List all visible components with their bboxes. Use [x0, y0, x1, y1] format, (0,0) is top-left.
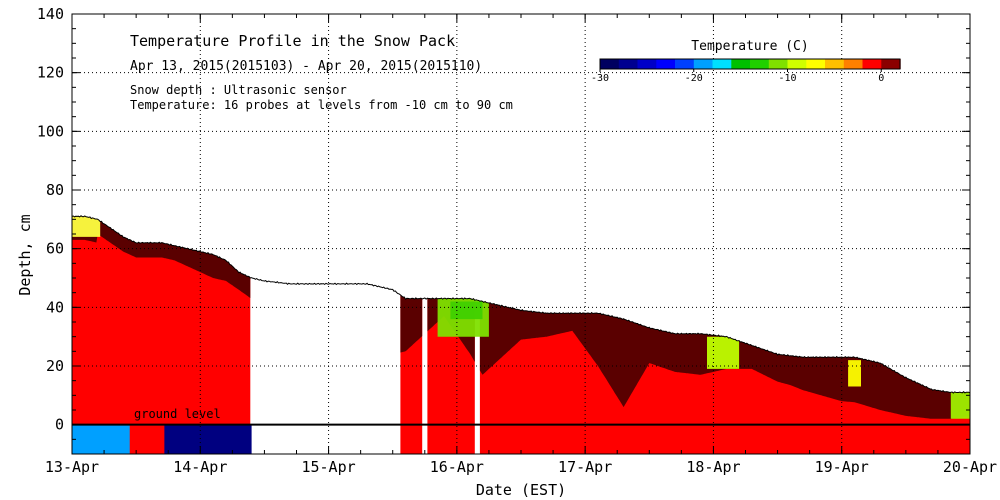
legend-swatch-0 — [600, 59, 620, 69]
legend-swatch-10 — [787, 59, 807, 69]
legend-swatch-7 — [731, 59, 751, 69]
y-tick-label-60: 60 — [46, 240, 64, 258]
x-tick-label-14-Apr: 14-Apr — [173, 458, 227, 476]
legend-swatch-14 — [862, 59, 882, 69]
legend-tick-label-0: -30 — [591, 73, 609, 84]
x-tick-label-13-Apr: 13-Apr — [45, 458, 99, 476]
chart-title: Temperature Profile in the Snow Pack — [130, 32, 455, 50]
legend-swatch-6 — [712, 59, 732, 69]
annotation-snow-depth: Snow depth : Ultrasonic sensor — [130, 83, 347, 97]
x-tick-label-18-Apr: 18-Apr — [686, 458, 740, 476]
heatmap-layers — [72, 216, 970, 454]
legend-colorbar — [599, 58, 901, 70]
cold-patch-4 — [848, 360, 861, 387]
ground-cold-patch-0 — [72, 424, 130, 454]
y-tick-label-140: 140 — [37, 5, 64, 23]
y-axis: 0 20 40 60 80 100 120 140 — [37, 5, 970, 455]
legend-swatch-11 — [806, 59, 826, 69]
snow-depth-line — [71, 215, 971, 394]
very-warm-layer-1 — [400, 295, 423, 353]
y-tick-label-40: 40 — [46, 298, 64, 316]
cold-patch-2 — [450, 301, 483, 320]
legend-swatch-2 — [637, 59, 657, 69]
x-tick-label-20-Apr: 20-Apr — [943, 458, 997, 476]
x-tick-label-16-Apr: 16-Apr — [430, 458, 484, 476]
legend-swatch-15 — [881, 59, 901, 69]
x-tick-label-17-Apr: 17-Apr — [558, 458, 612, 476]
x-axis-label: Date (EST) — [476, 481, 566, 499]
cold-patch-0 — [72, 216, 101, 237]
very-warm-layer-0 — [72, 216, 251, 298]
cold-patch-3 — [707, 336, 740, 369]
y-tick-label-80: 80 — [46, 181, 64, 199]
legend-tick-label-3: 0 — [878, 73, 884, 84]
y-tick-label-20: 20 — [46, 357, 64, 375]
legend-tick-label-1: -20 — [685, 73, 703, 84]
legend-tick-label-2: -10 — [778, 73, 796, 84]
warm-region-0 — [72, 216, 251, 454]
ground-cold-patch-1 — [164, 424, 252, 454]
legend-swatch-8 — [750, 59, 770, 69]
y-tick-label-120: 120 — [37, 64, 64, 82]
color-legend: Temperature (C) -30 -20 -10 0 — [591, 39, 901, 84]
legend-swatch-1 — [618, 59, 639, 69]
x-tick-label-15-Apr: 15-Apr — [301, 458, 355, 476]
y-tick-label-100: 100 — [37, 122, 64, 140]
cold-patch-5 — [950, 392, 970, 419]
grid-lines — [72, 14, 970, 454]
y-tick-label-0: 0 — [55, 416, 64, 434]
x-tick-label-19-Apr: 19-Apr — [815, 458, 869, 476]
y-axis-label: Depth, cm — [16, 214, 34, 295]
ground-level-label: ground level — [134, 407, 221, 421]
legend-swatch-12 — [825, 59, 845, 69]
annotation-probes: Temperature: 16 probes at levels from -1… — [130, 98, 513, 112]
x-axis: 13-Apr 14-Apr 15-Apr 16-Apr 17-Apr 18-Apr 19-A… — [45, 14, 997, 476]
legend-swatch-13 — [843, 59, 864, 69]
legend-colorbar-frame — [599, 58, 901, 70]
legend-swatch-3 — [656, 59, 676, 69]
chart-subtitle: Apr 13, 2015(2015103) - Apr 20, 2015(201… — [130, 59, 482, 74]
legend-swatch-4 — [675, 59, 695, 69]
legend-ticks: -30 -20 -10 0 — [591, 69, 884, 84]
legend-swatch-9 — [768, 59, 789, 69]
legend-swatch-5 — [693, 59, 714, 69]
legend-title: Temperature (C) — [691, 39, 808, 54]
